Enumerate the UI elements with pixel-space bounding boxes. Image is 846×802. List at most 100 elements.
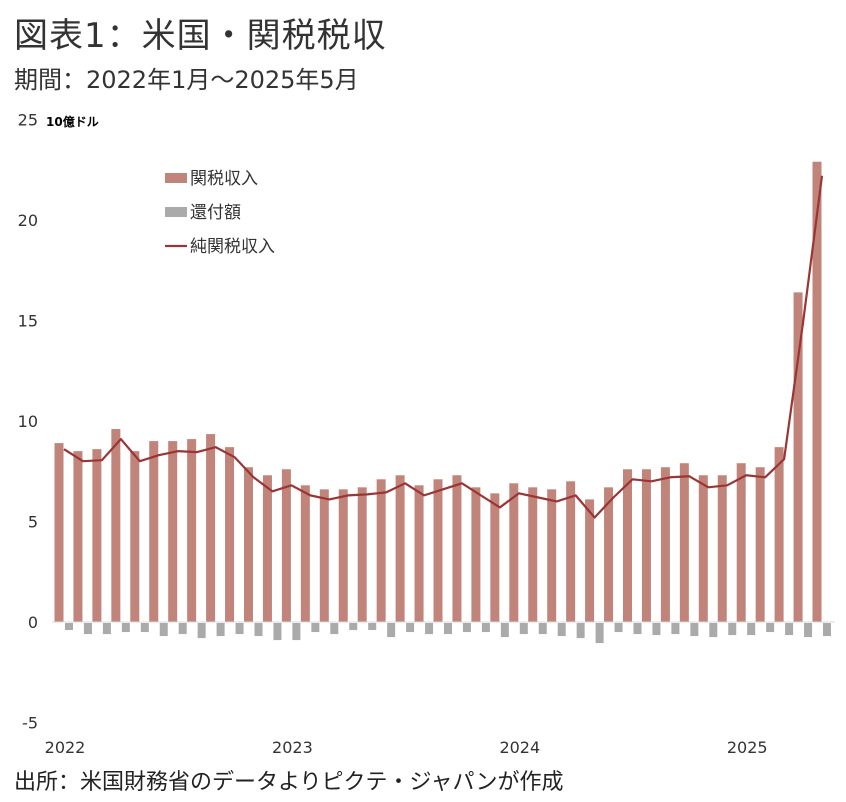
revenue-bar: [111, 429, 121, 622]
refund-bar: [595, 623, 604, 644]
revenue-bar: [566, 481, 576, 622]
revenue-bar: [244, 467, 253, 622]
refund-bar: [690, 623, 699, 637]
refund-bar: [823, 623, 831, 637]
refund-bar: [519, 623, 528, 635]
revenue-bar: [433, 479, 443, 622]
revenue-bar: [168, 441, 178, 622]
revenue-bar: [717, 475, 727, 622]
refund-bar: [709, 623, 718, 638]
refund-bar: [368, 623, 377, 631]
revenue-bar: [528, 487, 538, 622]
refund-bar: [785, 623, 794, 636]
revenue-bar: [793, 292, 803, 622]
refund-bar: [83, 623, 92, 635]
y-tick-label: 25: [18, 111, 38, 130]
legend-label: 純関税収入: [190, 237, 275, 257]
refund-bar: [557, 623, 566, 637]
revenue-bar: [585, 499, 595, 622]
revenue-bar: [414, 485, 424, 622]
revenue-bar: [490, 493, 500, 622]
refund-bar: [652, 623, 661, 636]
revenue-bar: [395, 475, 405, 622]
refund-bar: [140, 623, 149, 633]
revenue-bar: [300, 485, 310, 622]
y-tick-label: 20: [18, 211, 38, 230]
revenue-bar: [736, 463, 746, 622]
refund-bar: [159, 623, 168, 637]
revenue-bar: [604, 487, 614, 622]
refund-bar: [671, 623, 680, 635]
revenue-bar: [812, 161, 822, 622]
revenue-bar: [357, 487, 367, 622]
refund-bar: [804, 623, 813, 638]
net-revenue-line: [63, 175, 824, 519]
refund-bar: [65, 623, 73, 631]
x-tick-label: 2025: [727, 738, 768, 757]
refund-bar: [216, 623, 225, 637]
refund-bar: [481, 623, 490, 633]
source-note: 出所：米国財務省のデータよりピクテ・ジャパンが作成: [14, 770, 564, 795]
revenue-bar: [547, 489, 557, 622]
revenue-bar: [509, 483, 519, 622]
refund-bar: [500, 623, 509, 638]
x-tick-label: 2022: [45, 738, 86, 757]
chart-title: 図表1：米国・関税税収: [14, 16, 387, 56]
revenue-bar: [262, 475, 272, 622]
revenue-bar: [660, 467, 670, 622]
revenue-bar: [679, 463, 689, 622]
refund-bar: [614, 623, 623, 633]
refund-bar: [766, 623, 775, 633]
y-tick-label: 15: [18, 312, 38, 331]
revenue-bar: [281, 469, 291, 622]
refund-bar: [633, 623, 642, 635]
refund-bar: [576, 623, 585, 639]
revenue-bar: [338, 489, 348, 622]
refund-bar: [254, 623, 263, 637]
revenue-bar: [206, 434, 216, 622]
revenue-bar: [641, 469, 651, 622]
legend-swatch: [165, 173, 187, 183]
revenue-bar: [774, 447, 784, 622]
legend-swatch: [165, 207, 187, 217]
refund-bar: [292, 623, 301, 641]
chart-subtitle: 期間：2022年1月～2025年5月: [14, 66, 359, 94]
revenue-bar: [471, 487, 481, 622]
refund-bar: [330, 623, 339, 635]
refund-bar: [728, 623, 737, 636]
refund-bar: [444, 623, 452, 635]
revenue-bar: [73, 451, 83, 622]
refund-bar: [311, 623, 320, 633]
y-tick-label: 10: [18, 412, 38, 431]
unit-label: 10億ドル: [46, 114, 99, 129]
revenue-bar: [623, 469, 632, 622]
x-tick-label: 2023: [272, 738, 313, 757]
y-tick-label: 0: [28, 613, 38, 632]
revenue-bar: [755, 467, 765, 622]
refund-bar: [235, 623, 244, 635]
revenue-bar: [698, 475, 708, 622]
refund-bar: [102, 623, 111, 635]
refund-bar: [747, 623, 756, 636]
revenue-bar: [376, 479, 386, 622]
legend-label: 関税収入: [190, 169, 258, 189]
y-tick-label: 5: [28, 513, 38, 532]
revenue-bar: [130, 451, 140, 622]
revenue-bar: [149, 441, 159, 622]
revenue-bar: [319, 489, 329, 622]
revenue-bar: [92, 449, 102, 622]
refund-bar: [425, 623, 434, 635]
refund-bar: [538, 623, 547, 635]
refund-bar: [121, 623, 130, 633]
x-tick-label: 2024: [499, 738, 540, 757]
refund-bar: [349, 623, 358, 631]
revenue-bar: [225, 447, 235, 622]
y-tick-label: -5: [22, 714, 38, 733]
revenue-bar: [452, 475, 462, 622]
refund-bar: [197, 623, 206, 639]
revenue-bar: [54, 443, 64, 622]
refund-bar: [178, 623, 187, 635]
legend-label: 還付額: [190, 203, 241, 223]
